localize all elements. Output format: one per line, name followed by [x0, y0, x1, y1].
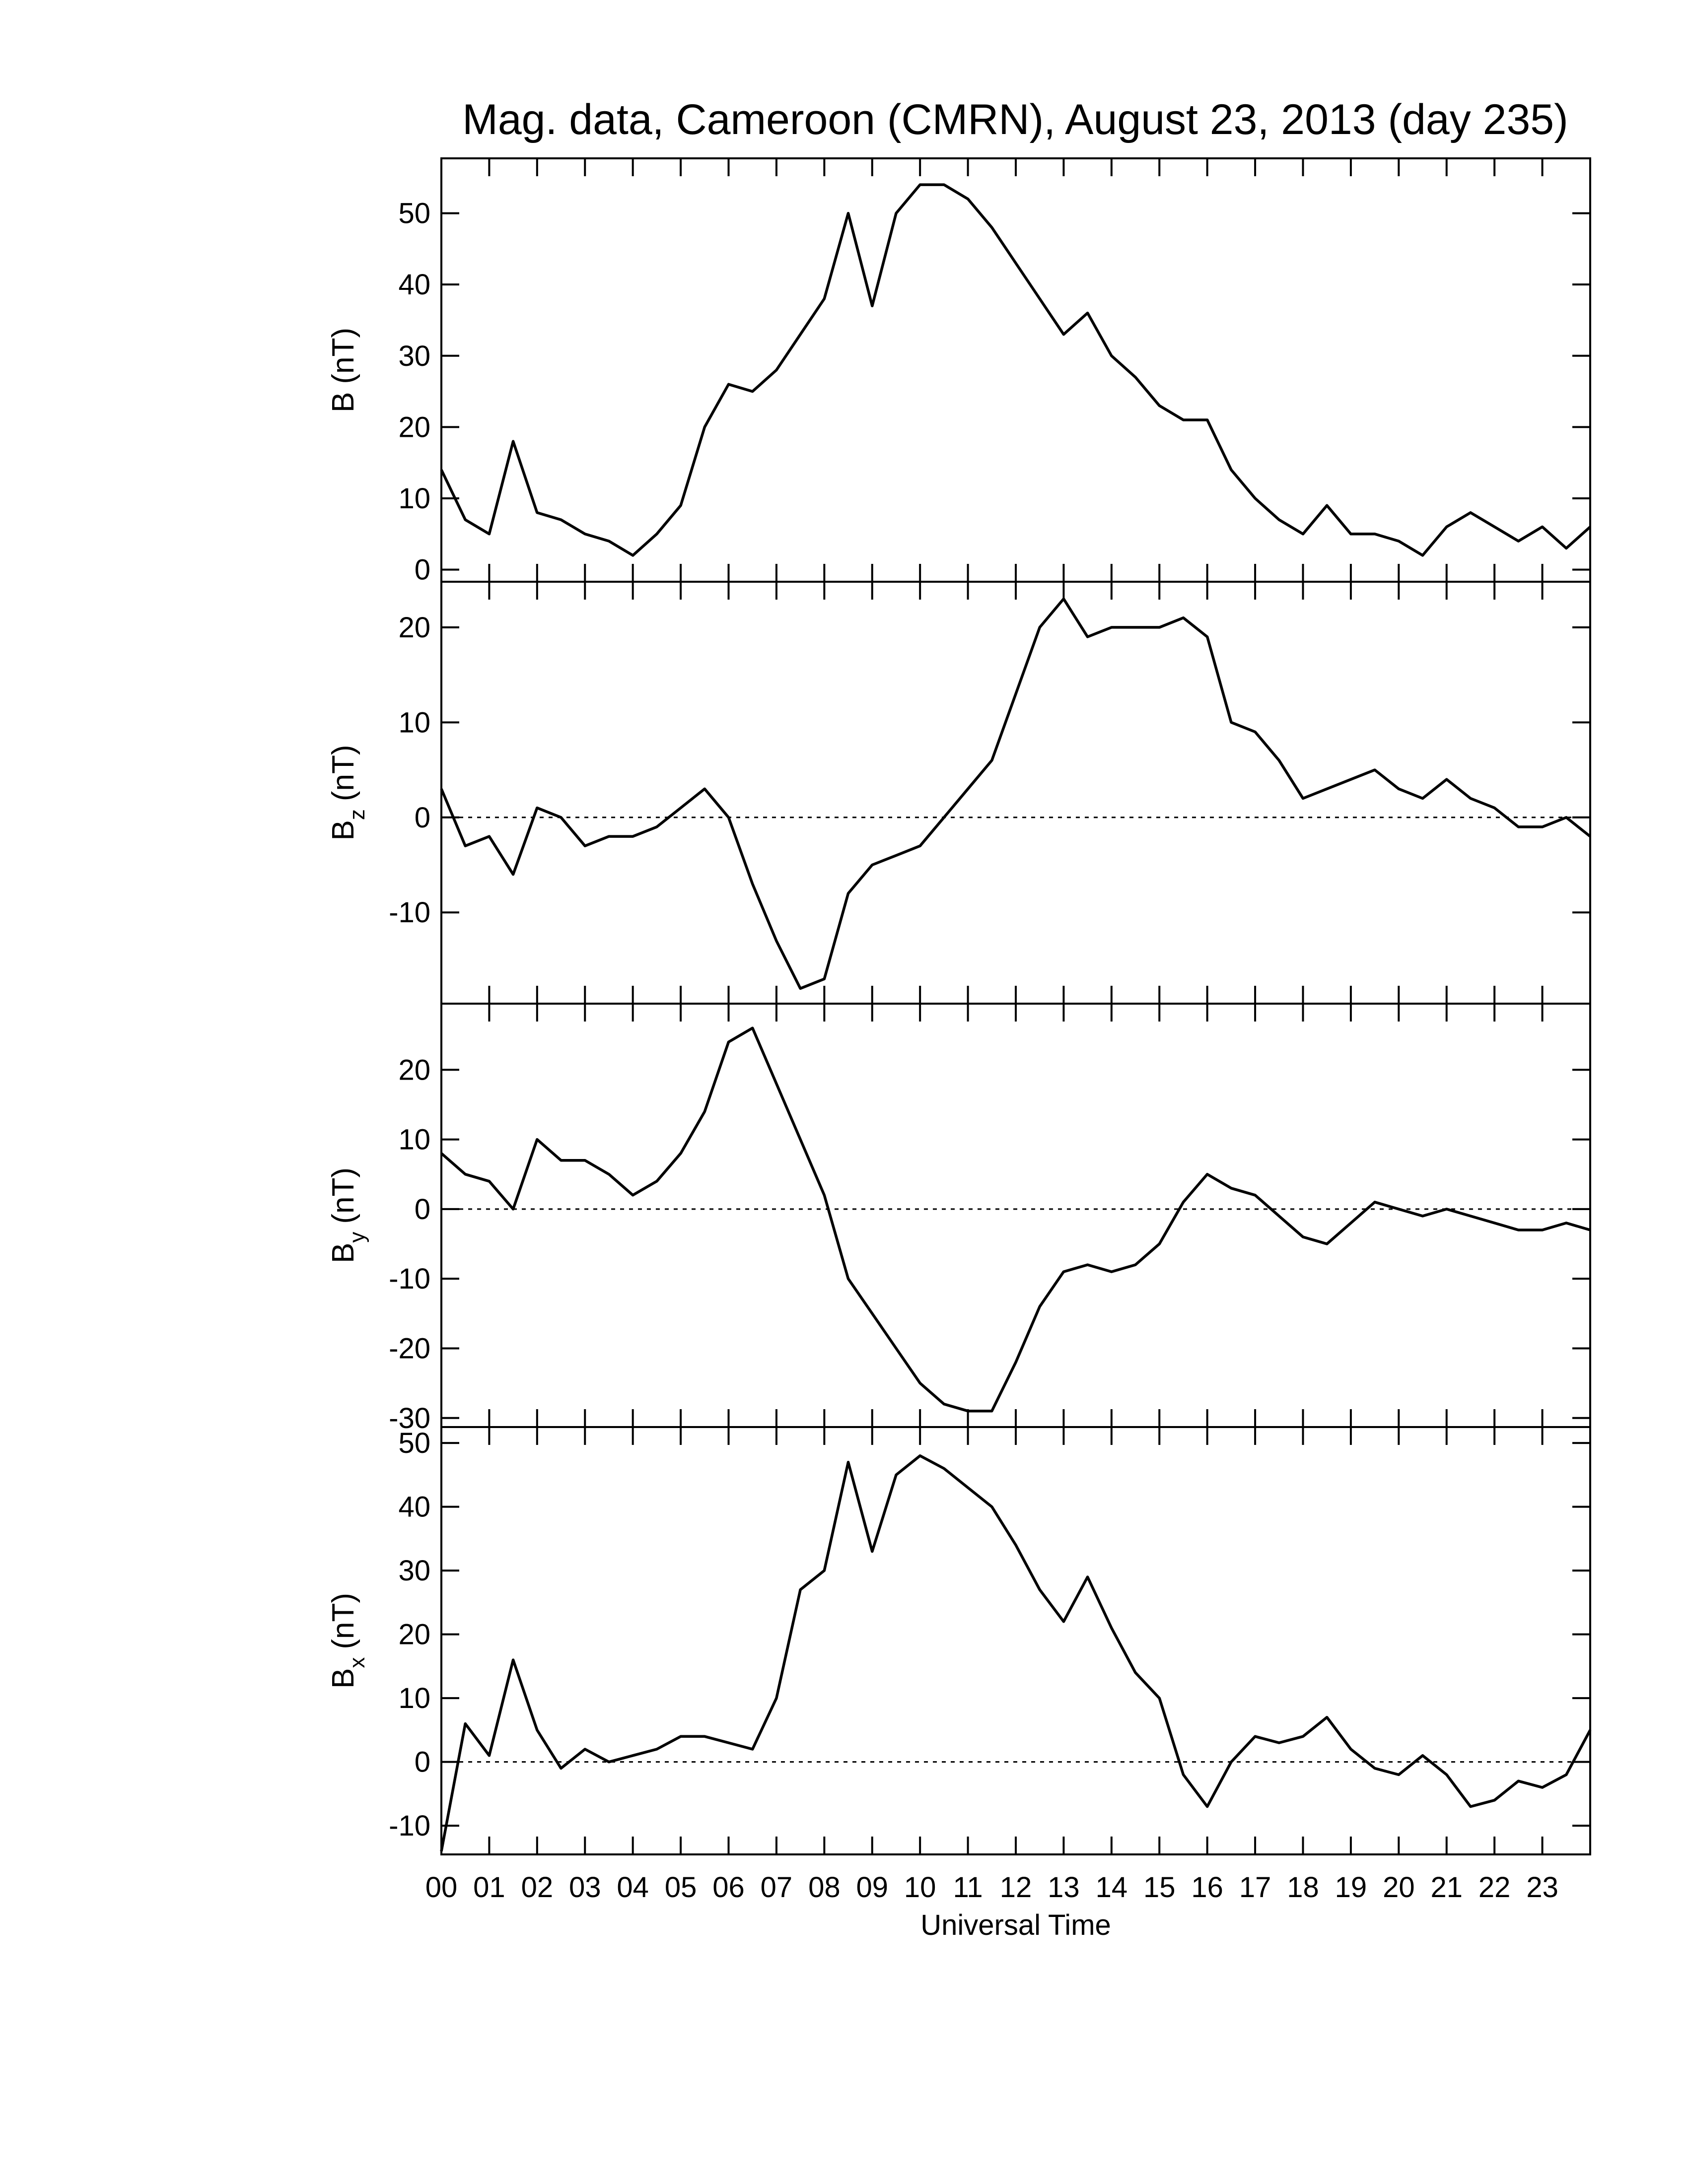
y-tick-label: 40	[398, 269, 430, 301]
y-tick-label: 30	[398, 1555, 430, 1587]
y-tick-label: -10	[389, 1263, 430, 1295]
y-axis-label: B (nT)	[326, 328, 360, 412]
y-tick-label: 20	[398, 1054, 430, 1086]
y-label-base: B	[326, 392, 360, 412]
x-tick-label: 03	[569, 1871, 601, 1904]
data-line	[440, 1026, 1591, 1413]
plot-frame	[440, 157, 1591, 583]
y-tick-label: 50	[398, 1427, 430, 1459]
x-tick-label: 10	[904, 1871, 936, 1904]
y-label-unit: (nT)	[326, 745, 360, 801]
x-tick-label: 22	[1478, 1871, 1511, 1904]
x-tick-label: 13	[1048, 1871, 1080, 1904]
y-tick-label: 0	[415, 1193, 430, 1226]
x-tick-label: 04	[617, 1871, 649, 1904]
y-tick-label: 0	[415, 802, 430, 834]
y-tick-label: -10	[389, 1810, 430, 1842]
x-tick-label: 21	[1430, 1871, 1463, 1904]
x-tick-label: 17	[1239, 1871, 1271, 1904]
x-tick-label: 14	[1096, 1871, 1128, 1904]
data-line	[440, 597, 1591, 990]
y-label-unit: (nT)	[326, 328, 360, 384]
y-tick-label: 40	[398, 1491, 430, 1523]
x-tick-label: 16	[1191, 1871, 1223, 1904]
x-tick-label: 23	[1526, 1871, 1558, 1904]
x-tick-label: 01	[473, 1871, 505, 1904]
y-tick-label: 10	[398, 1124, 430, 1156]
y-tick-label: 0	[415, 1746, 430, 1778]
y-tick-label: 20	[398, 411, 430, 443]
x-tick-label: 15	[1143, 1871, 1176, 1904]
x-axis-label: Universal Time	[920, 1909, 1111, 1941]
y-label-unit: (nT)	[326, 1167, 360, 1224]
x-tick-label: 12	[1000, 1871, 1032, 1904]
x-tick-label: 20	[1383, 1871, 1415, 1904]
y-axis-label: Bz (nT)	[326, 745, 369, 840]
x-tick-label: 11	[953, 1871, 983, 1904]
y-tick-label: 0	[415, 554, 430, 586]
x-tick-label: 19	[1335, 1871, 1367, 1904]
chart-title: Mag. data, Cameroon (CMRN), August 23, 2…	[462, 96, 1568, 143]
y-label-base: B	[326, 1668, 360, 1689]
x-tick-label: 02	[521, 1871, 554, 1904]
y-tick-label: 20	[398, 612, 430, 644]
y-tick-label: -30	[389, 1402, 430, 1434]
x-tick-label: 08	[808, 1871, 841, 1904]
data-line	[440, 183, 1591, 557]
plot-frame	[440, 581, 1591, 1005]
y-label-sub: z	[345, 809, 369, 820]
y-tick-label: 20	[398, 1619, 430, 1651]
y-label-sub: y	[345, 1232, 369, 1243]
y-label-sub: x	[345, 1657, 369, 1668]
data-line	[440, 1454, 1592, 1852]
y-tick-label: 50	[398, 198, 430, 230]
y-tick-label: 10	[398, 482, 430, 515]
x-tick-label: 00	[425, 1871, 458, 1904]
y-tick-label: -10	[389, 896, 430, 929]
y-axis-label: Bx (nT)	[326, 1593, 369, 1689]
y-tick-label: 10	[398, 706, 430, 739]
y-label-unit: (nT)	[326, 1593, 360, 1649]
y-label-base: B	[326, 1243, 360, 1263]
y-label-base: B	[326, 820, 360, 840]
x-tick-label: 06	[712, 1871, 745, 1904]
y-axis-label: By (nT)	[326, 1167, 369, 1263]
plot-frame	[440, 1426, 1591, 1855]
x-tick-label: 09	[856, 1871, 888, 1904]
x-tick-label: 18	[1287, 1871, 1319, 1904]
y-tick-label: 10	[398, 1682, 430, 1714]
y-tick-label: -20	[389, 1332, 430, 1365]
x-tick-label: 05	[665, 1871, 697, 1904]
x-tick-label: 07	[761, 1871, 793, 1904]
y-tick-label: 30	[398, 340, 430, 372]
